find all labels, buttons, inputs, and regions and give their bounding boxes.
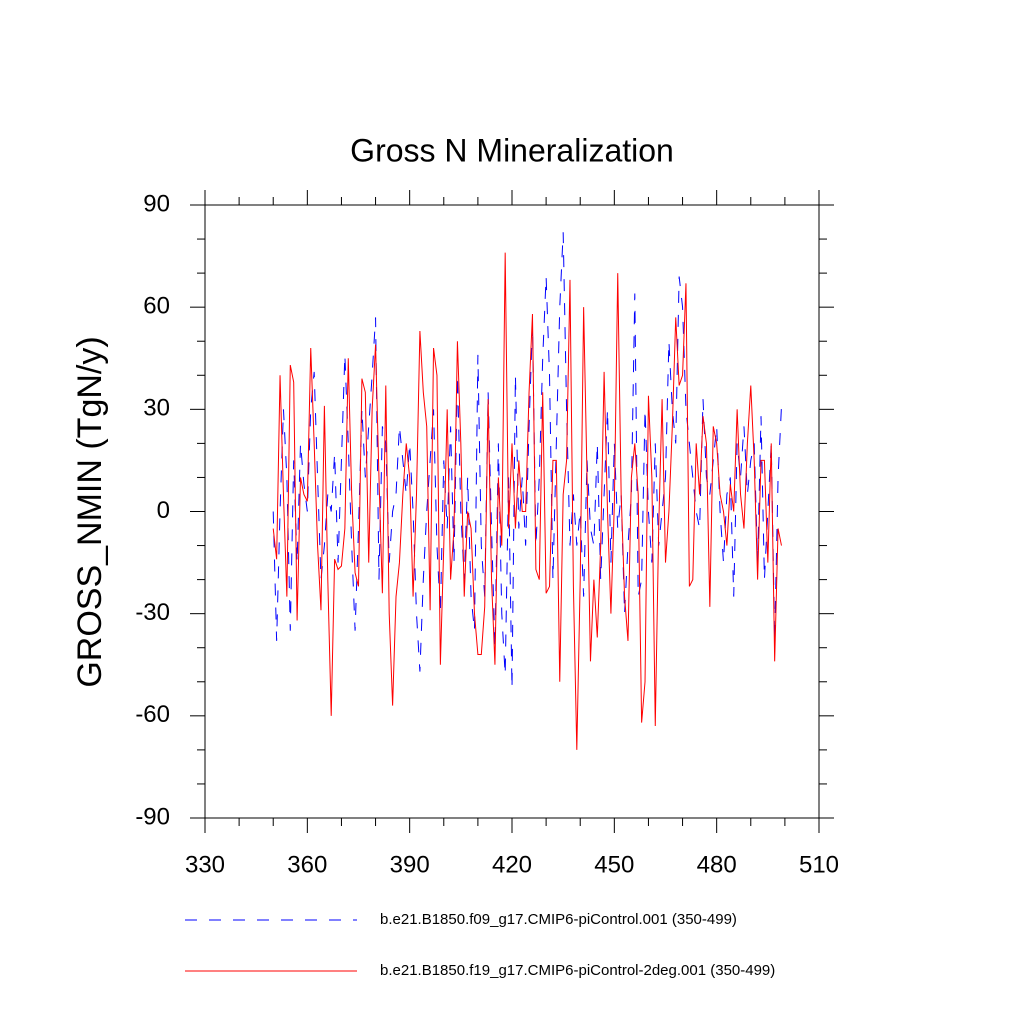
x-tick-label: 480: [697, 851, 737, 878]
y-tick-label: -30: [135, 599, 170, 626]
y-axis-label: GROSS_NMIN (TgN/y): [71, 336, 109, 687]
series-line: [272, 252, 782, 750]
x-tick-label: 510: [799, 851, 839, 878]
x-tick-label: 330: [185, 851, 225, 878]
y-tick-label: 30: [143, 395, 170, 422]
x-tick-label: 420: [492, 851, 532, 878]
x-tick-label: 390: [390, 851, 430, 878]
legend-label: b.e21.B1850.f19_g17.CMIP6-piControl-2deg…: [380, 962, 775, 979]
y-tick-label: 60: [143, 293, 170, 320]
y-tick-label: 0: [157, 497, 170, 524]
series-line: [272, 232, 782, 689]
x-tick-label: 450: [594, 851, 634, 878]
y-tick-label: 90: [143, 190, 170, 217]
y-tick-label: -90: [135, 803, 170, 830]
x-tick-label: 360: [287, 851, 327, 878]
legend-label: b.e21.B1850.f09_g17.CMIP6-piControl.001 …: [380, 911, 737, 928]
chart-title: Gross N Mineralization: [350, 132, 674, 168]
y-tick-label: -60: [135, 701, 170, 728]
